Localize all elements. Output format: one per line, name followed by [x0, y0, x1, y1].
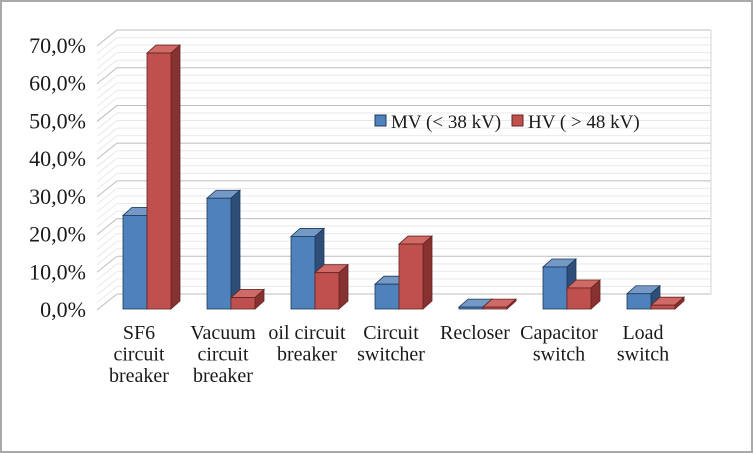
- legend-label: HV ( > 48 kV): [528, 112, 640, 133]
- category-label: Recloser: [440, 322, 510, 344]
- side-wall-gridline: [96, 180, 118, 198]
- category-label: Capacitor: [520, 322, 598, 344]
- category-label: switch: [617, 344, 669, 366]
- category-label: Circuit: [363, 322, 419, 344]
- side-wall-gridline: [96, 286, 118, 303]
- side-wall-gridline: [96, 105, 118, 122]
- side-wall-gridline: [96, 150, 118, 168]
- bar-side-face: [170, 44, 181, 310]
- side-wall-gridline: [96, 188, 118, 205]
- bar: [290, 236, 316, 310]
- category-label: Vacuum: [190, 322, 256, 344]
- bar: [374, 283, 400, 310]
- category-label: Load: [622, 322, 663, 344]
- legend-swatch: [374, 114, 387, 127]
- category-label: breaker: [277, 344, 337, 366]
- category-label: breaker: [193, 365, 253, 387]
- y-tick-label: 60,0%: [29, 71, 86, 96]
- side-wall-gridline: [96, 37, 118, 54]
- bar-side-face: [422, 235, 433, 310]
- y-tick-label: 30,0%: [29, 184, 86, 209]
- legend-swatch: [511, 114, 524, 127]
- side-wall-gridline: [96, 157, 118, 175]
- category-label: oil circuit: [268, 322, 346, 344]
- y-tick-label: 40,0%: [29, 146, 86, 171]
- side-wall-gridline: [96, 293, 118, 311]
- y-tick-label: 10,0%: [29, 259, 86, 284]
- category-label: switch: [533, 344, 585, 366]
- category-label: circuit: [197, 344, 249, 366]
- bar: [482, 306, 508, 310]
- side-wall-gridline: [96, 255, 118, 273]
- side-wall-gridline: [96, 74, 118, 92]
- side-wall-gridline: [96, 210, 118, 228]
- bar: [626, 293, 652, 310]
- side-wall-gridline: [96, 165, 118, 183]
- side-wall-gridline: [96, 270, 118, 288]
- side-wall-gridline: [96, 82, 118, 100]
- bar: [398, 243, 424, 310]
- bar: [650, 304, 676, 310]
- bar: [206, 197, 232, 310]
- side-wall-gridline: [96, 225, 118, 243]
- bar: [542, 266, 568, 310]
- side-wall-gridline: [96, 172, 118, 190]
- bar: [146, 52, 172, 310]
- category-label: circuit: [113, 344, 165, 366]
- side-wall-gridline: [96, 233, 118, 251]
- side-wall-gridline: [96, 240, 118, 258]
- category-label: SF6: [123, 322, 155, 344]
- side-wall-gridline: [96, 127, 118, 145]
- side-wall-gridline: [96, 97, 118, 115]
- side-wall-gridline: [96, 203, 118, 220]
- side-wall-gridline: [96, 142, 118, 160]
- side-wall-gridline: [96, 135, 118, 153]
- bar: [314, 272, 340, 310]
- side-wall-gridline: [96, 248, 118, 266]
- side-wall-gridline: [96, 120, 118, 137]
- side-wall-gridline: [96, 89, 118, 107]
- side-wall-gridline: [96, 195, 118, 213]
- side-wall-gridline: [96, 44, 118, 62]
- side-wall-gridline: [96, 278, 118, 296]
- legend-label: MV (< 38 kV): [391, 112, 501, 133]
- side-wall-gridline: [96, 112, 118, 130]
- bar: [458, 306, 484, 310]
- y-tick-label: 20,0%: [29, 222, 86, 247]
- category-label: breaker: [109, 365, 169, 387]
- y-tick-label: 70,0%: [29, 33, 86, 58]
- bar-side-face: [338, 263, 349, 310]
- category-label: switcher: [357, 344, 425, 366]
- bar: [566, 287, 592, 310]
- side-wall-gridline: [96, 29, 118, 47]
- y-tick-label: 50,0%: [29, 108, 86, 133]
- bar: [230, 297, 256, 310]
- side-wall-gridline: [96, 52, 118, 70]
- side-wall-gridline: [96, 67, 118, 85]
- y-tick-label: 0,0%: [40, 297, 86, 322]
- side-wall-gridline: [96, 59, 118, 77]
- side-wall-gridline: [96, 263, 118, 281]
- side-wall-gridline: [96, 218, 118, 235]
- bar: [122, 215, 148, 310]
